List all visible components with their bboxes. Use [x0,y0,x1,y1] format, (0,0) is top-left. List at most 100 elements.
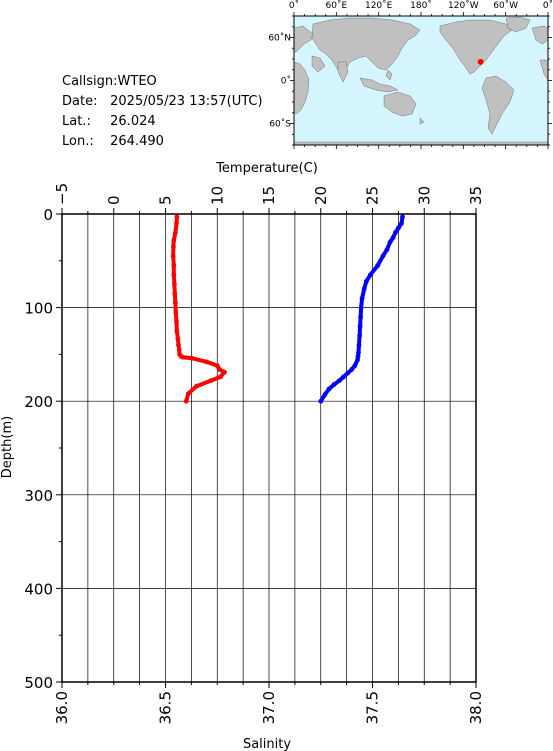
lon-label: Lon.: [62,134,94,149]
temperature-point [357,333,362,339]
salinity-point [216,367,222,372]
depth-tick-label: 400 [24,580,53,598]
depth-axis-title: Depth(m) [0,416,15,478]
salinity-point [170,253,176,259]
salinity-point [173,300,178,306]
temperature-point [357,323,363,329]
land-australia [383,91,425,125]
temperature-tick-label: 25 [364,186,382,205]
temperature-point [358,314,363,320]
salinity-tick-label: 36.0 [53,691,71,724]
temperature-point [380,253,386,259]
lat-label: Lat.: [62,114,91,129]
salinity-point [208,378,214,383]
temperature-point [375,263,381,268]
temperature-point [359,295,365,301]
callsign-row: Callsign:WTEO [62,72,263,92]
lat-value: 26.024 [110,114,156,129]
temperature-tick-label: 20 [312,186,330,205]
salinity-point [173,309,179,315]
salinity-tick-label: 36.5 [157,691,175,724]
temperature-point [349,367,355,372]
salinity-axis-title: Salinity [243,737,291,751]
temperature-tick-label: −5 [53,183,71,205]
salinity-point [176,347,182,353]
salinity-point [171,263,177,268]
salinity-point [222,369,227,375]
map-lon-label: 60˚E [326,0,348,11]
temperature-point [326,386,332,392]
land-greenland [505,16,531,33]
depth-tick-label: 300 [24,487,53,505]
temperature-point [341,374,346,380]
salinity-point [172,281,177,287]
salinity-point [183,398,189,404]
date-value: 2025/05/23 13:57(UTC) [110,94,263,109]
temperature-point [400,214,405,220]
salinity-point [189,355,194,361]
map-lon-label: 0˚ [543,0,553,11]
temperature-tick-label: 10 [208,186,226,205]
salinity-point [176,342,181,348]
temperature-point [331,382,337,387]
land-north-america [439,19,513,75]
map-lat-labels: 60˚N 0˚ 60˚S [268,33,291,130]
date-row: Date: 2025/05/23 13:57(UTC) [62,92,263,112]
salinity-point [174,319,179,324]
temperature-point [387,239,393,245]
map-lon-label: 120˚E [365,0,393,11]
salinity-point [171,237,177,243]
depth-tick-label: 0 [43,206,53,224]
temperature-point [392,230,398,236]
station-marker [477,58,484,65]
salinity-point [204,359,210,365]
depth-tick-labels: 0 100 200 300 400 500 [24,206,53,692]
temperature-point [363,279,369,284]
temperature-tick-label: 0 [105,195,123,205]
station-info: Callsign:WTEO Date: 2025/05/23 13:57(UTC… [62,72,263,152]
temperature-point [356,350,361,355]
salinity-point [171,272,177,278]
chart-axes [56,208,477,688]
temperature-tick-label: 35 [467,186,485,205]
salinity-point [214,363,220,368]
lon-value: 264.490 [110,134,164,149]
temperature-point [399,221,404,226]
temperature-point [384,247,390,253]
map-lon-label: 60˚W [493,0,518,11]
map-lon-labels: 0˚ 60˚E 120˚E 180˚ 120˚W 60˚W 0˚ [289,0,553,11]
salinity-point [218,374,223,380]
map-land [293,16,549,146]
lon-row: Lon.: 264.490 [62,132,263,152]
salinity-point [174,221,179,226]
temperature-tick-label: 15 [260,186,278,205]
salinity-point [180,354,186,360]
map-ticks [290,12,552,149]
salinity-point [171,244,176,250]
temperature-point [356,342,362,348]
map-lat-label: 0˚ [281,76,291,87]
temperature-point [322,392,328,397]
depth-tick-label: 100 [24,300,53,318]
chart-grid [61,213,477,683]
map-lon-label: 180˚ [410,0,432,11]
temperature-axis-title: Temperature(C) [215,161,318,176]
salinity-tick-labels: 36.0 36.5 37.0 37.5 38.0 [53,691,485,724]
salinity-point [173,230,178,236]
salinity-tick-label: 37.0 [260,691,278,724]
chart-series [170,214,405,404]
salinity-point [194,383,199,389]
map-lat-label: 60˚S [269,119,291,130]
map-lon-label: 120˚W [448,0,479,11]
depth-tick-label: 200 [24,393,53,411]
lat-row: Lat.: 26.024 [62,112,263,132]
temperature-point [368,272,373,278]
salinity-point [174,214,180,220]
salinity-profile-line [171,214,227,404]
temperature-point [345,370,351,376]
callsign-value: WTEO [117,74,157,89]
world-map: 0˚ 60˚E 120˚E 180˚ 120˚W 60˚W 0˚ 60˚N 0˚ 60˚S [268,0,553,149]
temperature-point [361,286,367,292]
temperature-point [337,378,342,383]
